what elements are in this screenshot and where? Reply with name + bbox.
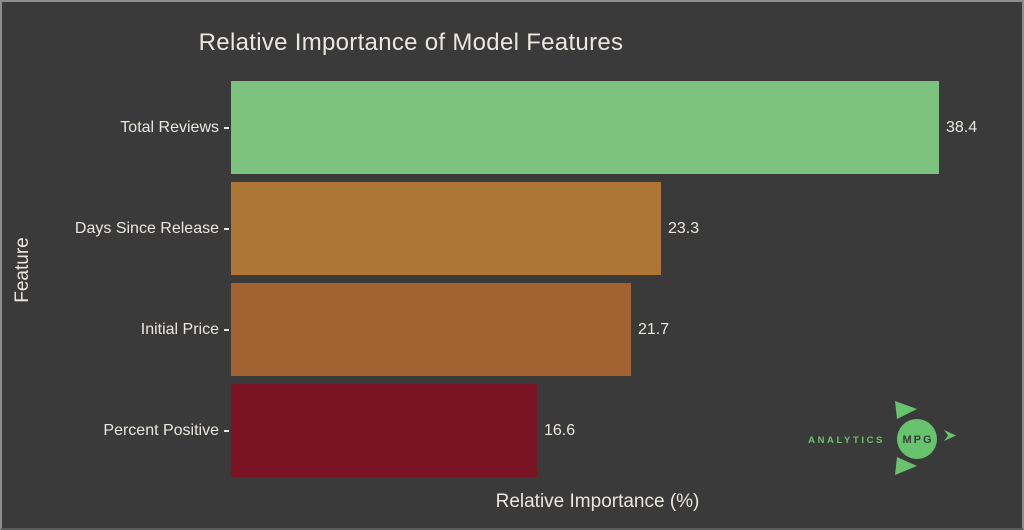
logo-analytics-text: ANALYTICS (808, 435, 885, 446)
tick-mark-days-since-release (224, 227, 229, 230)
bar-days-since-release (231, 182, 661, 275)
logo-bottom-pennant-icon (895, 457, 917, 475)
value-label-percent-positive: 16.6 (544, 421, 576, 439)
analytics-mpg-logo: ANALYTICS MPG (808, 401, 956, 475)
tick-label-initial-price: Initial Price (140, 320, 219, 338)
value-label-initial-price: 21.7 (638, 320, 670, 338)
logo-circle (897, 419, 937, 459)
tick-label-days-since-release: Days Since Release (74, 219, 219, 237)
tick-mark-initial-price (224, 328, 229, 331)
tick-mark-percent-positive (224, 429, 229, 432)
logo-right-chevron-icon (944, 430, 956, 441)
value-label-days-since-release: 23.3 (668, 219, 700, 237)
tick-label-total-reviews: Total Reviews (120, 118, 219, 136)
tick-mark-total-reviews (224, 126, 229, 129)
y-axis-label: Feature (12, 237, 33, 303)
tick-label-percent-positive: Percent Positive (103, 421, 219, 439)
bar-percent-positive (231, 384, 537, 477)
bar-initial-price (231, 283, 631, 376)
value-label-total-reviews: 38.4 (946, 118, 978, 136)
bar-total-reviews (231, 81, 939, 174)
x-axis-label: Relative Importance (%) (495, 491, 700, 512)
logo-mpg-text: MPG (902, 434, 933, 446)
chart-title: Relative Importance of Model Features (198, 29, 624, 56)
logo-top-pennant-icon (895, 401, 917, 419)
